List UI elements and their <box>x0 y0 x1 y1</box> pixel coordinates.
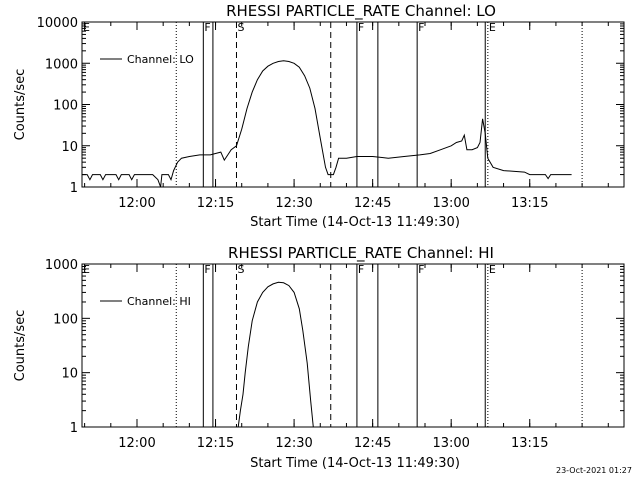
legend-entry: Channel: LO <box>127 53 194 66</box>
event-marker-label: E <box>83 263 90 276</box>
x-tick-label: 13:15 <box>511 436 548 451</box>
x-tick-label: 12:30 <box>275 196 312 211</box>
event-marker-label: E <box>489 263 496 276</box>
y-tick-label: 1000 <box>45 258 78 273</box>
legend-entry: Channel: HI <box>127 295 191 308</box>
x-tick-label: 12:45 <box>354 436 391 451</box>
event-marker-label: F <box>418 263 424 276</box>
chart-title: RHESSI PARTICLE_RATE Channel: LO <box>226 2 496 21</box>
event-marker-label: F <box>204 21 210 34</box>
x-tick-label: 12:00 <box>118 436 155 451</box>
y-tick-label: 10 <box>61 367 78 382</box>
x-tick-label: 13:15 <box>511 196 548 211</box>
series-line <box>82 60 572 188</box>
event-marker-label: F <box>204 263 210 276</box>
x-tick-label: 13:00 <box>432 196 469 211</box>
y-tick-label: 10000 <box>37 16 78 31</box>
plot-frame <box>81 263 625 428</box>
series-line <box>237 281 314 428</box>
x-tick-label: 12:00 <box>118 196 155 211</box>
chart-title: RHESSI PARTICLE_RATE Channel: HI <box>228 244 494 263</box>
event-marker-label: S <box>237 263 244 276</box>
event-marker-label: E <box>489 21 496 34</box>
event-marker-label: F <box>418 21 424 34</box>
x-axis-label: Start Time (14-Oct-13 11:49:30) <box>250 215 460 230</box>
plot-frame <box>81 21 625 188</box>
y-axis-label: Counts/sec <box>13 310 28 382</box>
event-marker-label: E <box>83 21 90 34</box>
y-tick-label: 100 <box>53 99 78 114</box>
y-tick-label: 10 <box>61 140 78 155</box>
x-tick-label: 12:45 <box>354 196 391 211</box>
footer-timestamp: 23-Oct-2021 01:27 <box>556 466 632 475</box>
x-tick-label: 12:30 <box>275 436 312 451</box>
y-axis-label: Counts/sec <box>13 69 28 141</box>
y-tick-label: 1 <box>70 421 78 436</box>
event-marker-label: F <box>358 21 364 34</box>
y-tick-label: 100 <box>53 312 78 327</box>
y-tick-label: 1000 <box>45 57 78 72</box>
y-tick-label: 1 <box>70 181 78 196</box>
event-marker-label: F <box>358 263 364 276</box>
x-tick-label: 12:15 <box>197 196 234 211</box>
x-tick-label: 12:15 <box>197 436 234 451</box>
x-tick-label: 13:00 <box>432 436 469 451</box>
event-marker-label: S <box>237 21 244 34</box>
x-axis-label: Start Time (14-Oct-13 11:49:30) <box>250 456 460 471</box>
